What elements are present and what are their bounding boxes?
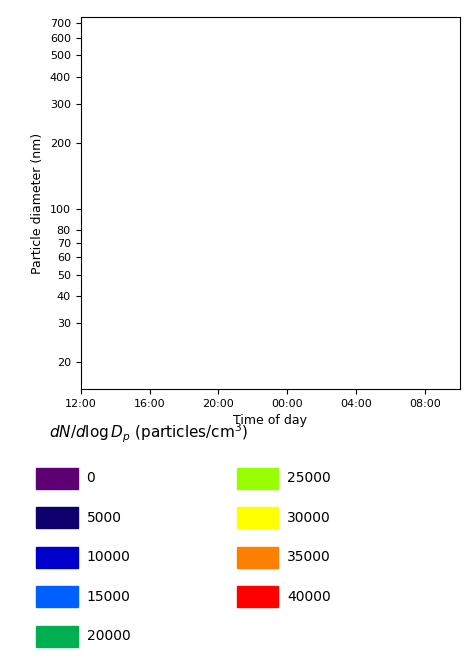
Text: 15000: 15000 [87, 590, 130, 604]
FancyBboxPatch shape [36, 626, 78, 647]
FancyBboxPatch shape [36, 586, 78, 607]
Text: $dN/d\log D_p$ (particles/cm$^3$): $dN/d\log D_p$ (particles/cm$^3$) [49, 422, 249, 446]
FancyBboxPatch shape [36, 468, 78, 488]
Text: 5000: 5000 [87, 511, 121, 525]
Y-axis label: Particle diameter (nm): Particle diameter (nm) [31, 132, 44, 274]
Text: 40000: 40000 [287, 590, 331, 604]
FancyBboxPatch shape [237, 586, 278, 607]
FancyBboxPatch shape [237, 468, 278, 488]
Text: 20000: 20000 [87, 629, 130, 643]
FancyBboxPatch shape [36, 507, 78, 528]
Text: 30000: 30000 [287, 511, 331, 525]
Text: 10000: 10000 [87, 550, 130, 564]
FancyBboxPatch shape [237, 547, 278, 568]
Text: 0: 0 [87, 471, 95, 485]
FancyBboxPatch shape [36, 547, 78, 568]
Text: 35000: 35000 [287, 550, 331, 564]
FancyBboxPatch shape [237, 507, 278, 528]
X-axis label: Time of day: Time of day [233, 415, 307, 427]
Text: 25000: 25000 [287, 471, 331, 485]
